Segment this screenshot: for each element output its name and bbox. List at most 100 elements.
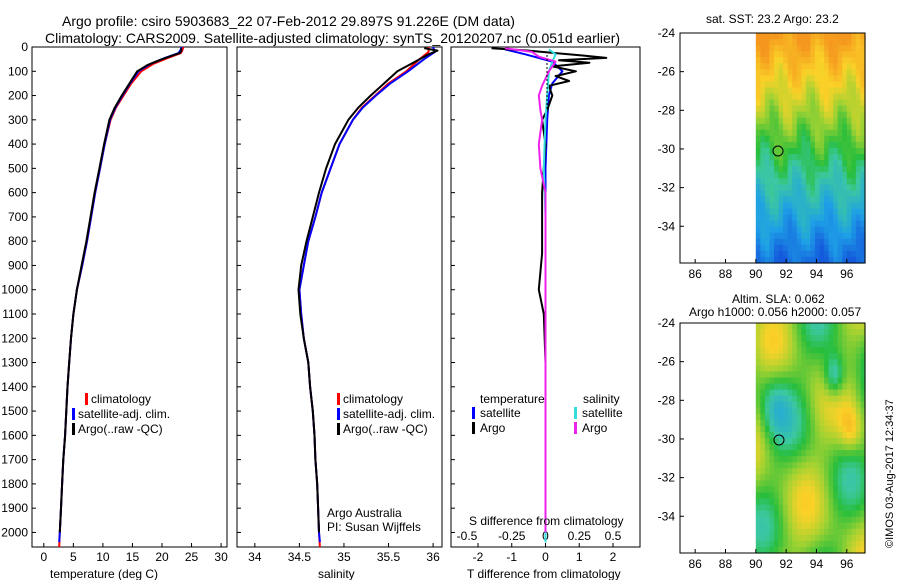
heatmap-cell: [769, 105, 775, 113]
heatmap-cell: [760, 540, 766, 548]
heatmap-cell: [824, 425, 830, 433]
heatmap-cell: [778, 347, 784, 354]
heatmap-cell: [833, 220, 839, 228]
heatmap-cell: [755, 383, 761, 391]
heatmap-cell: [796, 214, 802, 222]
heatmap-cell: [815, 190, 821, 198]
heatmap-cell: [774, 202, 780, 210]
heatmap-cell: [833, 365, 839, 373]
heatmap-cell: [769, 57, 775, 64]
heatmap-cell: [778, 244, 784, 252]
heatmap-cell: [810, 401, 816, 409]
heatmap-cell: [833, 81, 839, 89]
heatmap-cell: [833, 546, 839, 554]
heatmap-cell: [796, 99, 802, 107]
heatmap-cell: [851, 359, 857, 366]
heatmap-cell: [760, 329, 766, 336]
heatmap-cell: [815, 365, 821, 373]
heatmap-cell: [828, 117, 834, 125]
temperature-xlabel: temperature (deg C): [50, 567, 158, 580]
y-tick-label: 2000: [1, 525, 28, 539]
heatmap-cell: [760, 498, 766, 506]
heatmap-cell: [774, 425, 780, 433]
heatmap-cell: [824, 69, 830, 76]
heatmap-cell: [851, 69, 857, 76]
heatmap-cell: [755, 75, 761, 83]
series-climatology: [58, 47, 185, 547]
heatmap-cell: [796, 51, 802, 58]
heatmap-cell: [805, 51, 811, 58]
heatmap-cell: [801, 444, 807, 451]
heatmap-cell: [787, 93, 793, 101]
heatmap-cell: [774, 184, 780, 191]
heatmap-cell: [774, 75, 780, 83]
heatmap-cell: [837, 172, 843, 179]
heatmap-cell: [842, 456, 848, 463]
heatmap-cell: [805, 154, 811, 161]
heatmap-cell: [833, 407, 839, 415]
heatmap-cell: [828, 359, 834, 366]
heatmap-cell: [837, 238, 843, 246]
s-diff-tick-label: -0.5: [457, 529, 478, 543]
heatmap-cell: [778, 226, 784, 234]
heatmap-cell: [842, 148, 848, 155]
heatmap-cell: [810, 341, 816, 348]
heatmap-cell: [792, 238, 798, 246]
heatmap-cell: [855, 335, 861, 342]
heatmap-cell: [846, 184, 852, 191]
heatmap-cell: [792, 93, 798, 101]
heatmap-cell: [846, 214, 852, 222]
heatmap-cell: [792, 534, 798, 542]
heatmap-cell: [833, 117, 839, 125]
heatmap-cell: [833, 105, 839, 113]
heatmap-cell: [815, 99, 821, 107]
heatmap-cell: [755, 444, 761, 451]
heatmap-cell: [855, 504, 861, 512]
legend-swatch-t-satellite: [472, 407, 475, 419]
heatmap-cell: [764, 456, 770, 463]
heatmap-cell: [828, 196, 834, 204]
heatmap-cell: [815, 244, 821, 252]
heatmap-cell: [837, 474, 843, 481]
heatmap-cell: [805, 178, 811, 185]
heatmap-cell: [837, 444, 843, 451]
heatmap-cell: [855, 540, 861, 548]
heatmap-cell: [783, 184, 789, 191]
heatmap-cell: [764, 238, 770, 246]
heatmap-cell: [805, 256, 811, 264]
heatmap-cell: [783, 250, 789, 258]
heatmap-cell: [824, 389, 830, 397]
heatmap-cell: [810, 546, 816, 554]
heatmap-cell: [846, 45, 852, 52]
heatmap-cell: [787, 141, 793, 149]
heatmap-cell: [755, 111, 761, 119]
heatmap-cell: [819, 413, 825, 421]
heatmap-cell: [855, 425, 861, 433]
heatmap-cell: [792, 244, 798, 252]
heatmap-cell: [833, 534, 839, 542]
heatmap-cell: [769, 335, 775, 342]
heatmap-cell: [824, 474, 830, 481]
heatmap-cell: [851, 365, 857, 373]
heatmap-cell: [846, 220, 852, 228]
heatmap-cell: [860, 129, 866, 137]
heatmap-cell: [810, 389, 816, 397]
heatmap-cell: [810, 117, 816, 125]
heatmap-cell: [769, 395, 775, 403]
heatmap-cell: [860, 419, 866, 427]
heatmap-cell: [837, 419, 843, 427]
heatmap-cell: [774, 486, 780, 494]
heatmap-cell: [787, 81, 793, 89]
heatmap-cell: [778, 39, 784, 46]
heatmap-cell: [774, 546, 780, 554]
heatmap-cell: [833, 45, 839, 52]
heatmap-cell: [792, 135, 798, 143]
heatmap-cell: [801, 57, 807, 64]
x-tick-label: 2: [610, 550, 617, 564]
heatmap-cell: [805, 87, 811, 95]
heatmap-cell: [815, 462, 821, 469]
heatmap-cell: [764, 438, 770, 445]
heatmap-cell: [837, 407, 843, 415]
heatmap-cell: [805, 39, 811, 46]
heatmap-cell: [792, 184, 798, 191]
